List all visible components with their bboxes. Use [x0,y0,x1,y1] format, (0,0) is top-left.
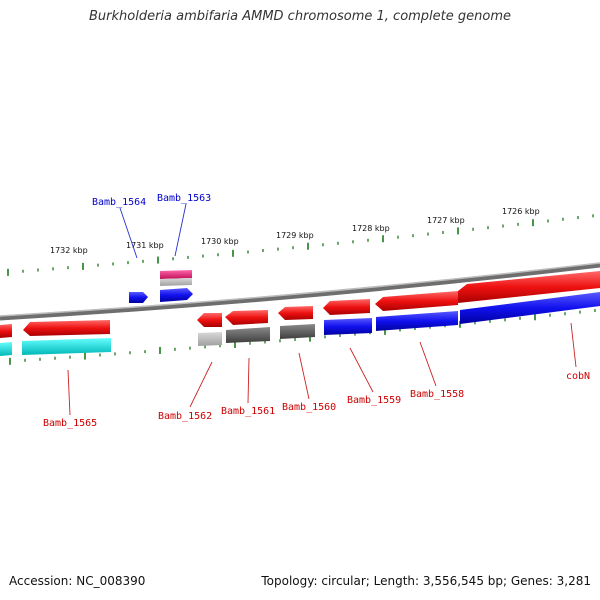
kbp-label-1726: 1726 kbp [502,207,540,216]
feature-bamb-1565[interactable] [22,320,111,355]
leader-bamb-1563 [174,203,187,257]
kbp-label-1730: 1730 kbp [201,237,239,246]
feature-bamb-1563[interactable] [160,270,193,302]
leader-bamb-1562 [189,361,213,408]
feature-bamb-1562[interactable] [197,313,222,346]
leader-cobn [570,322,577,368]
leader-bamb-1564 [119,207,138,259]
scale-ticks-bottom [9,309,596,365]
feature-bamb-1560[interactable] [278,306,315,339]
accession-text: Accession: NC_008390 [9,574,146,588]
gene-label-cobn[interactable]: cobN [566,371,590,382]
gene-label-bamb-1565[interactable]: Bamb_1565 [43,418,97,429]
kbp-label-1732: 1732 kbp [50,246,88,255]
kbp-label-1728: 1728 kbp [352,224,390,233]
feature-bamb-1561[interactable] [225,310,270,343]
kbp-label-1731: 1731 kbp [126,241,164,250]
genome-summary-text: Topology: circular; Length: 3,556,545 bp… [261,574,591,588]
leader-bamb-1559 [349,347,374,393]
scale-ticks-top [7,214,594,276]
feature-left-edge[interactable] [0,324,12,356]
kbp-label-1729: 1729 kbp [276,231,314,240]
gene-label-bamb-1563[interactable]: Bamb_1563 [157,193,211,204]
feature-bamb-1559[interactable] [323,299,372,335]
kbp-label-1727: 1727 kbp [427,216,465,225]
feature-cobn[interactable] [458,271,600,324]
gene-label-bamb-1564[interactable]: Bamb_1564 [92,197,146,208]
gene-label-bamb-1558[interactable]: Bamb_1558 [410,389,464,400]
feature-bamb-1558[interactable] [375,291,458,331]
leader-bamb-1560 [298,352,310,400]
gene-label-bamb-1561[interactable]: Bamb_1561 [221,406,275,417]
leader-bamb-1565 [67,369,71,416]
leader-bamb-1561 [247,357,250,404]
leader-bamb-1558 [419,341,437,387]
map-title: Burkholderia ambifaria AMMD chromosome 1… [88,9,512,24]
feature-bamb-1564[interactable] [129,292,148,303]
gene-label-bamb-1562[interactable]: Bamb_1562 [158,411,212,422]
gene-label-bamb-1560[interactable]: Bamb_1560 [282,402,336,413]
gene-label-bamb-1559[interactable]: Bamb_1559 [347,395,401,406]
chromosome-backbone [0,262,600,321]
